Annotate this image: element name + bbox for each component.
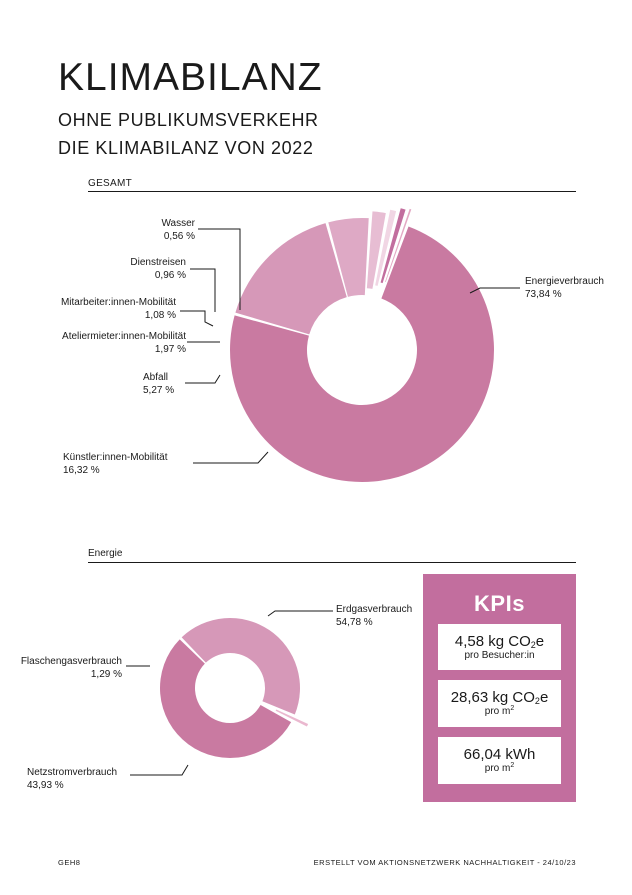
leader-line-erdgasverbrauch xyxy=(267,610,333,617)
section-divider-gesamt xyxy=(88,191,576,192)
chart-label-erdgasverbrauch: Erdgasverbrauch 54,78 % xyxy=(336,604,412,629)
leader-line-dienstreisen xyxy=(190,268,216,312)
leader-line-energieverbrauch xyxy=(469,287,520,294)
page-title: KLIMABILANZ xyxy=(58,56,323,99)
label-name: Mitarbeiter:innen-Mobilität xyxy=(60,297,176,308)
page-subtitle-line1: OHNE PUBLIKUMSVERKEHR xyxy=(58,110,319,130)
label-name: Energieverbrauch xyxy=(525,276,604,287)
leader-line-netzstromverbrauch xyxy=(130,764,189,776)
label-value: 1,29 % xyxy=(90,668,122,680)
donut-slice-abfall xyxy=(328,218,369,297)
donut-slice-wasser xyxy=(385,208,412,283)
kpi-value: 4,58 kg CO2e xyxy=(454,633,545,650)
label-value: 73,84 % xyxy=(525,288,562,300)
section-divider-energie xyxy=(88,562,576,563)
kpi-value: 66,04 kWh xyxy=(463,746,536,763)
chart-label-wasser: Wasser 0,56 % xyxy=(161,218,195,243)
footer-left: GEH8 xyxy=(58,858,81,867)
leader-line-mitarbeiter-mobilitaet xyxy=(180,310,214,327)
kpi-unit: pro m2 xyxy=(484,705,515,717)
footer-right: ERSTELLT VOM AKTIONSNETZWERK NACHHALTIGK… xyxy=(313,858,576,867)
label-name: Abfall xyxy=(143,372,169,383)
kpi-card-energy-per-sqm: 66,04 kWh pro m2 xyxy=(438,737,561,784)
donut-slice-erdgasverbrauch xyxy=(159,639,292,758)
chart-label-mitarbeiter-mobilitaet: Mitarbeiter:innen-Mobilität 1,08 % xyxy=(61,297,176,322)
donut-slice-kuenstler-innen-mobilitaet xyxy=(235,223,347,335)
chart-label-abfall: Abfall 5,27 % xyxy=(143,372,174,397)
kpi-panel: KPIs 4,58 kg CO2e pro Besucher:in 28,63 … xyxy=(423,574,576,802)
kpi-unit: pro Besucher:in xyxy=(464,650,535,661)
label-name: Wasser xyxy=(161,218,195,229)
kpi-value: 28,63 kg CO2e xyxy=(450,689,549,706)
chart-label-kuenstler-mobilitaet: Künstler:innen-Mobilität 16,32 % xyxy=(63,452,168,477)
label-value: 1,97 % xyxy=(154,343,186,355)
kpi-card-co2-per-sqm: 28,63 kg CO2e pro m2 xyxy=(438,680,561,727)
label-name: Netzstromverbrauch xyxy=(27,767,118,778)
leader-line-wasser xyxy=(198,228,241,310)
leader-line-abfall xyxy=(185,374,221,384)
donut-slice-mitarbeiter-innen-mobilitaet xyxy=(375,209,397,286)
section-heading-energie: Energie xyxy=(88,548,123,559)
label-name: Dienstreisen xyxy=(130,257,186,268)
label-value: 16,32 % xyxy=(63,464,100,476)
chart-label-ateliermieter-mobilitaet: Ateliermieter:innen-Mobilität 1,97 % xyxy=(62,331,186,356)
section-heading-gesamt: GESAMT xyxy=(88,178,133,189)
chart-label-netzstromverbrauch: Netzstromverbrauch 43,93 % xyxy=(27,767,117,792)
chart-label-flaschengasverbrauch: Flaschengasverbrauch 1,29 % xyxy=(21,656,122,681)
donut-chart-gesamt xyxy=(180,208,520,482)
label-value: 54,78 % xyxy=(336,616,373,628)
label-value: 43,93 % xyxy=(27,779,64,791)
kpi-title: KPIs xyxy=(474,591,525,616)
donut-slice-dienstreisen xyxy=(380,208,406,284)
label-name: Erdgasverbrauch xyxy=(336,604,413,615)
chart-label-dienstreisen: Dienstreisen 0,96 % xyxy=(130,257,186,282)
kpi-unit: pro m2 xyxy=(484,762,515,774)
label-name: Ateliermieter:innen-Mobilität xyxy=(62,331,186,342)
label-value: 1,08 % xyxy=(144,309,176,321)
donut-slice-ateliermieter-innen-mobilitaet xyxy=(366,211,386,289)
label-name: Flaschengasverbrauch xyxy=(20,656,122,667)
donut-slice-energieverbrauch xyxy=(230,226,495,482)
kpi-card-per-visitor: 4,58 kg CO2e pro Besucher:in xyxy=(438,624,561,670)
leader-line-kuenstler-mobilitaet xyxy=(193,451,269,464)
donut-chart-energie xyxy=(126,610,333,776)
label-name: Künstler:innen-Mobilität xyxy=(63,452,168,463)
donut-slice-netzstromverbrauch xyxy=(181,618,300,715)
chart-label-energieverbrauch: Energieverbrauch 73,84 % xyxy=(525,276,604,301)
donut-slice-flaschengasverbrauch xyxy=(275,709,309,727)
label-value: 5,27 % xyxy=(143,384,175,396)
label-value: 0,96 % xyxy=(154,269,186,281)
page-subtitle-line2: DIE KLIMABILANZ VON 2022 xyxy=(58,138,314,158)
label-value: 0,56 % xyxy=(163,230,195,242)
